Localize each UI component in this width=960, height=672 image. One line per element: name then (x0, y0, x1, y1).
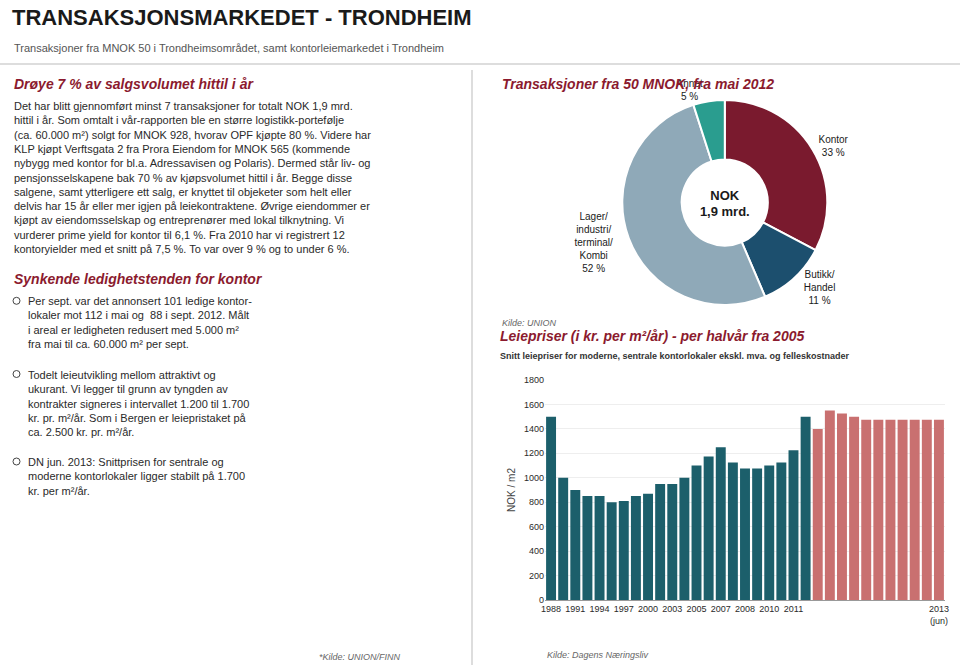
svg-text:Leiepriser (i kr. per m²/år) -: Leiepriser (i kr. per m²/år) - per halvå… (500, 328, 804, 344)
svg-text:Kilde: Dagens Næringsliv: Kilde: Dagens Næringsliv (547, 650, 649, 660)
svg-text:*Kilde: UNION/FINN: *Kilde: UNION/FINN (319, 652, 401, 662)
svg-text:Kontor33 %: Kontor33 % (818, 134, 848, 158)
svg-text:600: 600 (529, 522, 544, 532)
svg-text:2003: 2003 (662, 604, 682, 614)
svg-text:Transaksjoner fra 50 MNOK, fra: Transaksjoner fra 50 MNOK, fra mai 2012 (502, 76, 774, 92)
svg-text:800: 800 (529, 497, 544, 507)
svg-text:TRANSAKSJONSMARKEDET - TRONDHE: TRANSAKSJONSMARKEDET - TRONDHEIM (12, 5, 472, 30)
svg-text:200: 200 (529, 571, 544, 581)
svg-text:Snitt leiepriser for moderne,: Snitt leiepriser for moderne, sentrale k… (500, 351, 850, 361)
svg-text:1000: 1000 (524, 473, 544, 483)
svg-text:NOK1,9 mrd.: NOK1,9 mrd. (700, 188, 750, 220)
svg-text:Drøye 7 % av salgsvolumet hitt: Drøye 7 % av salgsvolumet hittil i år (14, 76, 254, 92)
svg-text:Lager/industri/terminal/Kombi5: Lager/industri/terminal/Kombi52 % (574, 211, 613, 274)
svg-text:Butikk/Handel11 %: Butikk/Handel11 % (804, 269, 836, 306)
svg-text:Transaksjoner fra MNOK 50 i Tr: Transaksjoner fra MNOK 50 i Trondheimsom… (14, 42, 444, 54)
svg-text:2000: 2000 (638, 604, 658, 614)
svg-text:2013(jun): 2013(jun) (929, 604, 949, 626)
svg-text:1800: 1800 (524, 375, 544, 385)
svg-text:DN jun. 2013: Snittprisen for: DN jun. 2013: Snittprisen for sentrale o… (28, 456, 245, 497)
svg-text:1988: 1988 (541, 604, 561, 614)
svg-text:Kilde: UNION: Kilde: UNION (502, 318, 557, 328)
svg-text:Todelt leieutvikling mellom at: Todelt leieutvikling mellom attraktivt o… (28, 369, 249, 438)
svg-text:1991: 1991 (565, 604, 585, 614)
svg-text:2005: 2005 (687, 604, 707, 614)
svg-text:2008: 2008 (735, 604, 755, 614)
svg-text:2007: 2007 (711, 604, 731, 614)
svg-text:2010: 2010 (759, 604, 779, 614)
svg-text:1400: 1400 (524, 424, 544, 434)
svg-text:Det har blitt gjennomført mins: Det har blitt gjennomført minst 7 transa… (14, 100, 371, 255)
svg-text:1200: 1200 (524, 448, 544, 458)
svg-text:Synkende ledighetstenden for k: Synkende ledighetstenden for kontor (14, 271, 263, 287)
svg-text:2011: 2011 (784, 604, 803, 614)
svg-text:400: 400 (529, 546, 544, 556)
svg-text:1994: 1994 (590, 604, 610, 614)
svg-text:Annet5 %: Annet5 % (677, 78, 703, 102)
svg-text:1600: 1600 (524, 400, 544, 410)
svg-text:0: 0 (539, 595, 544, 605)
svg-text:Per sept. var det annonsert 10: Per sept. var det annonsert 101 ledige k… (28, 295, 252, 350)
svg-text:NOK / m2: NOK / m2 (506, 468, 517, 512)
svg-text:1997: 1997 (614, 604, 634, 614)
